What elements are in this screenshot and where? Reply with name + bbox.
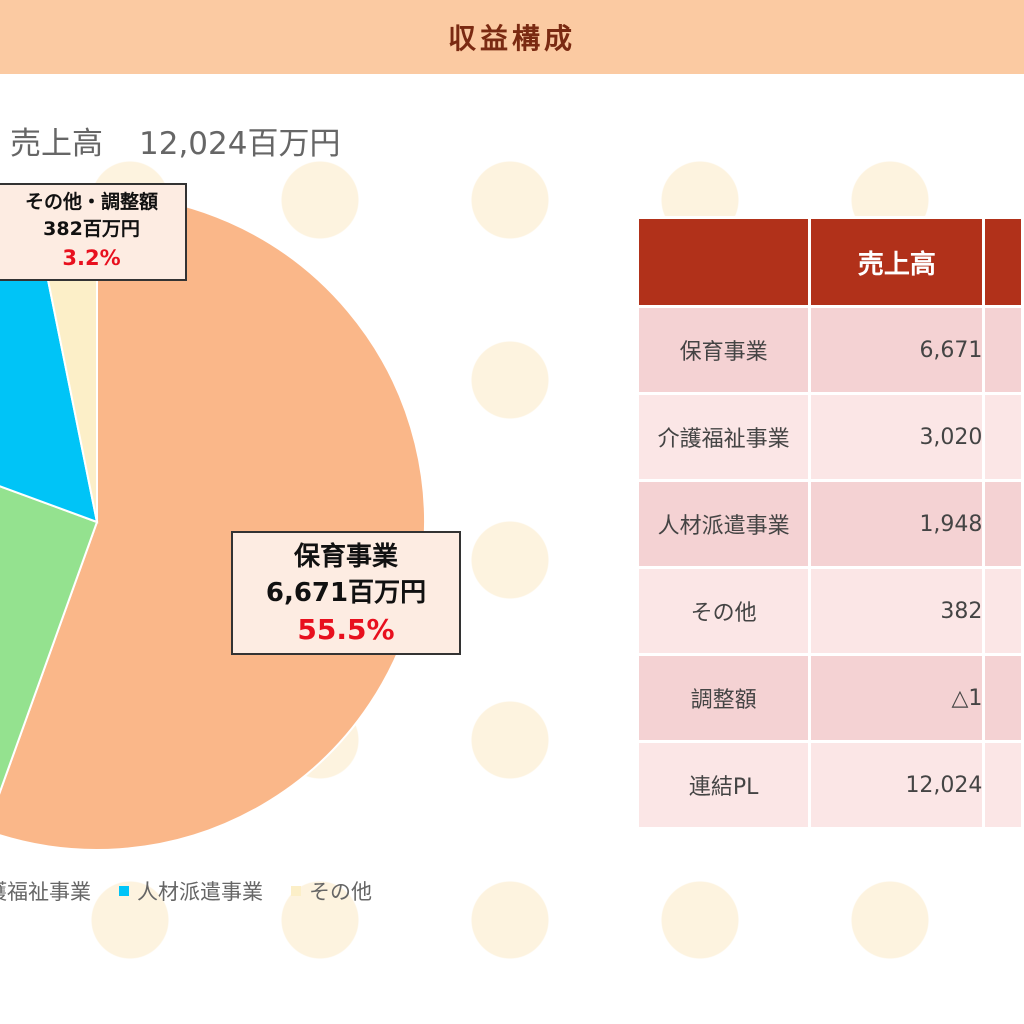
total-sales-value: 12,024百万円 [139, 126, 341, 162]
row-cut-cell [982, 392, 1024, 482]
callout-other-adjustment: その他・調整額 382百万円 3.2% [0, 183, 187, 281]
row-cut-cell [982, 479, 1024, 569]
row-label: 介護福祉事業 [635, 392, 812, 482]
row-sales: 382 [808, 566, 986, 656]
row-sales: 1,948 [808, 479, 986, 569]
page-title: 収益構成 [447, 22, 576, 55]
row-sales: 6,671 [808, 305, 986, 395]
row-label: その他 [635, 566, 812, 656]
pie-slice-1 [0, 485, 99, 795]
callout-childcare-value: 6,671百万円 [265, 578, 427, 608]
legend-item-staffing: 人材派遣事業 [119, 876, 263, 906]
table-header-row: 売上高 [635, 216, 1024, 308]
callout-other-value: 382百万円 [43, 218, 140, 240]
table-header-next [982, 216, 1024, 308]
legend-label-staffing: 人材派遣事業 [137, 880, 263, 904]
legend-label-other: その他 [309, 880, 372, 904]
row-cut-cell [982, 740, 1024, 830]
callout-other-percent: 3.2% [62, 246, 121, 270]
legend-item-other: その他 [291, 876, 372, 906]
callout-childcare-name: 保育事業 [293, 542, 398, 572]
legend-label-care: 護福祉事業 [0, 880, 91, 904]
table-header-empty [635, 216, 812, 308]
table-header-sales: 売上高 [808, 216, 986, 308]
row-sales: 12,024 [808, 740, 986, 830]
segment-table: 売上高 保育事業 6,671 介護福祉事業 3,020 人材派遣事業 1,948… [635, 216, 1024, 830]
table-row: その他 382 [635, 566, 1024, 656]
row-label: 調整額 [635, 653, 812, 743]
callout-other-name: その他・調整額 [24, 191, 158, 213]
row-cut-cell [982, 566, 1024, 656]
legend-item-care: 護福祉事業 [0, 876, 91, 906]
total-sales-label: 売上高 [10, 126, 103, 162]
row-label: 人材派遣事業 [635, 479, 812, 569]
table-row: 介護福祉事業 3,020 [635, 392, 1024, 482]
legend-swatch-other [291, 886, 301, 896]
segment-table-container: 売上高 保育事業 6,671 介護福祉事業 3,020 人材派遣事業 1,948… [635, 216, 1024, 830]
row-label: 連結PL [635, 740, 812, 830]
legend-swatch-staffing [119, 886, 129, 896]
chart-legend: 護福祉事業 人材派遣事業 その他 [0, 876, 372, 906]
total-sales-line: 売上高 12,024百万円 [10, 118, 340, 163]
row-cut-cell [982, 305, 1024, 395]
callout-childcare: 保育事業 6,671百万円 55.5% [231, 531, 461, 655]
table-row: 調整額 △1 [635, 653, 1024, 743]
table-row: 人材派遣事業 1,948 [635, 479, 1024, 569]
row-label: 保育事業 [635, 305, 812, 395]
row-sales: △1 [808, 653, 986, 743]
table-row: 保育事業 6,671 [635, 305, 1024, 395]
row-cut-cell [982, 653, 1024, 743]
callout-childcare-percent: 55.5% [297, 613, 395, 646]
row-sales: 3,020 [808, 392, 986, 482]
page-header: 収益構成 [0, 0, 1024, 74]
table-total-row: 連結PL 12,024 [635, 740, 1024, 830]
